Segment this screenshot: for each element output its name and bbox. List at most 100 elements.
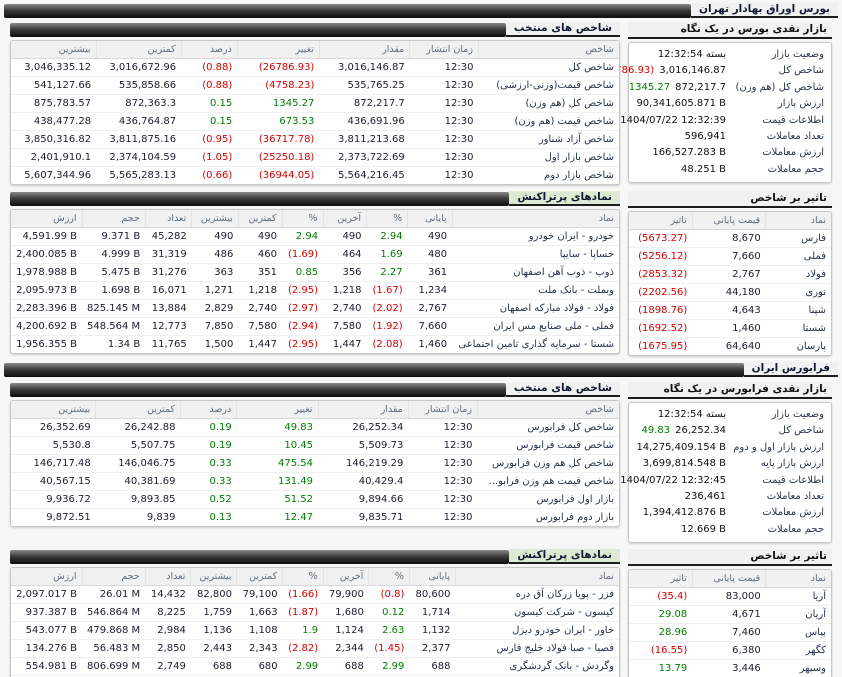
symbol-row[interactable]: فملی - ملی صنایع مس ایران 7,660 (1.92) 7… (11, 317, 619, 336)
farabourse-glance-header: بازار نقدی فرابورس در یک نگاه (628, 382, 832, 399)
impact-row[interactable]: فارس 8,670 (5673.27) (629, 230, 831, 248)
index-high: 146,717.48 (11, 454, 96, 473)
close-price: 80,600 (415, 589, 451, 601)
trade-volume: 9.371 B (101, 231, 141, 242)
symbol-row[interactable]: فولاد - فولاد مبارکه اصفهان 2,767 (2.02)… (11, 299, 619, 318)
symbol-row[interactable]: خساپا - سایپا 480 1.69 464 (1.69) 460 48… (11, 245, 619, 264)
impact-symbol: آریان (765, 605, 831, 624)
close-price: 2,767 (407, 299, 453, 318)
impact-row[interactable]: آریا 83,000 (35.4) (629, 588, 831, 606)
impact-row[interactable]: شستا 1,460 (1692.52) (629, 319, 831, 338)
column-header: کمترین (236, 568, 283, 587)
impact-row[interactable]: نوری 44,180 (2202.56) (629, 283, 831, 302)
close-price: 1,234 (407, 281, 453, 300)
column-header: % (366, 210, 408, 228)
index-row[interactable]: شاخص قیمت (هم وزن) 12:30 436,691.96 673.… (11, 112, 619, 131)
publish-time: 12:30 (408, 490, 478, 509)
symbol-row[interactable]: گدنا - تهیه توزیع غذای دنا آفرین فدک 4,9… (11, 675, 619, 677)
index-row[interactable]: شاخص بازار اول 12:30 2,373,722.69 (25250… (11, 148, 619, 167)
index-percent: 0.19 (180, 436, 237, 455)
glance-label: ارزش بازار (777, 98, 824, 110)
close-price: 1,132 (409, 621, 456, 640)
symbol-row[interactable]: خاور - ایران خودرو دیزل 1,132 2.63 1,124… (11, 621, 619, 640)
high-price: 1,271 (191, 281, 239, 300)
symbol-row[interactable]: ذوب - ذوب آهن اصفهان 361 2.27 356 0.85 3… (11, 263, 619, 282)
impact-value: (1898.76) (629, 301, 693, 320)
trade-volume: 479.868 M (82, 621, 146, 640)
trade-value: 937.387 B (11, 603, 82, 622)
glance-number: 1404/07/22 12:32:45 (620, 474, 726, 486)
symbol-name: شستا - سرمایه گذاری تامین اجتماعی (452, 335, 619, 353)
column-header: مقدار (317, 401, 409, 419)
glance-number: بسته 12:32:54 (657, 409, 726, 420)
symbol-row[interactable]: فزر - پویا زرکان آق دره 80,600 (0.8) 79,… (11, 586, 619, 604)
impact-price: 3,446 (692, 659, 766, 677)
impact-row[interactable]: فملی 7,660 (5256.12) (629, 247, 831, 266)
index-row[interactable]: شاخص بازار دوم 12:30 5,564,216.45 (36944… (11, 166, 619, 184)
glance-label: تعداد معاملات (766, 130, 824, 142)
symbol-row[interactable]: فصبا - صبا فولاد خلیج فارس 2,377 (1.45) … (11, 639, 619, 658)
trade-volume: 806.699 M (82, 657, 146, 676)
symbol-row[interactable]: شستا - سرمایه گذاری تامین اجتماعی 1,460 … (11, 335, 619, 353)
column-header: % (281, 210, 324, 228)
glance-change: 1345.27 (628, 81, 671, 93)
high-price: 1,500 (191, 335, 239, 353)
last-percent: (1.66) (288, 589, 319, 601)
index-change: 51.52 (236, 490, 319, 509)
index-row[interactable]: شاخص کل فرابورس 12:30 26,252.34 49.83 0.… (11, 419, 619, 437)
glance-row: ارزش بازار پایه 3,699,814.548 B (636, 456, 824, 472)
trade-value: 134.276 B (11, 639, 82, 658)
impact-row[interactable]: پارسان 64,640 (1675.95) (629, 337, 831, 355)
glance-change: (26786.93) (598, 65, 655, 77)
farabourse-impact-table: نماد قیمت پایانی تاثیر آریا 83,000 (35.4) … (628, 569, 832, 677)
index-name: شاخص قیمت (هم وزن) (478, 112, 619, 131)
index-row[interactable]: شاخص کل هم وزن فرابورس 12:30 146,219.29 … (11, 454, 619, 473)
high-price: 82,800 (196, 589, 232, 601)
bourse-active-bar: نمادهای پرتراکنش (10, 191, 620, 206)
index-percent: 0.15 (181, 112, 238, 131)
symbol-row[interactable]: کیسون - شرکت کیسون 1,714 0.12 1,680 (1.8… (11, 603, 619, 622)
index-row[interactable]: شاخص قیمت هم وزن فرابو... 12:30 40,429.4… (11, 472, 619, 491)
impact-row[interactable]: بپاس 7,460 28.96 (629, 623, 831, 642)
index-value: 9,894.66 (318, 490, 409, 509)
symbol-name: کیسون - شرکت کیسون (455, 603, 619, 622)
index-row[interactable]: شاخص آزاد شناور 12:30 3,811,213.68 (3671… (11, 130, 619, 149)
index-row[interactable]: بازار دوم فرابورس 12:30 9,835.71 12.47 0… (11, 508, 619, 526)
index-low: 872,363.3 (96, 94, 182, 113)
impact-row[interactable]: آریان 4,671 29.08 (629, 605, 831, 624)
column-header: تاثیر (629, 570, 693, 589)
index-row[interactable]: شاخص کل (هم وزن) 12:30 872,217.7 1345.27… (11, 94, 619, 113)
index-row[interactable]: بازار اول فرابورس 12:30 9,894.66 51.52 0… (11, 490, 619, 509)
index-row[interactable]: شاخص قیمت فرابورس 12:30 5,509.73 10.45 0… (11, 436, 619, 455)
index-high: 3,850,316.82 (11, 130, 97, 149)
index-name: شاخص قیمت فرابورس (477, 436, 619, 455)
symbol-name: فولاد - فولاد مبارکه اصفهان (452, 299, 619, 318)
trade-volume: 548.564 M (82, 317, 146, 336)
symbol-row[interactable]: وگردش - بانک گردشگری 688 2.99 688 2.99 6… (11, 657, 619, 676)
symbol-row[interactable]: خودرو - ایران خودرو 490 2.94 490 2.94 49… (11, 228, 619, 246)
index-row[interactable]: شاخص قیمت(وزنی-ارزشی) 12:30 535,765.25 (… (11, 76, 619, 95)
close-percent: (0.8) (380, 589, 405, 601)
column-header: زمان انتشار (409, 41, 479, 59)
bar-fill (10, 192, 510, 206)
bourse-active-title: نمادهای پرتراکنش (509, 191, 620, 206)
glance-row: ارزش بازار اول و دوم 14,275,409.154 B (636, 440, 824, 456)
impact-value: 28.96 (629, 623, 693, 642)
close-percent: 2.63 (368, 621, 410, 640)
impact-price: 7,460 (692, 623, 766, 642)
glance-row: ارزش بازار 90,341,605.871 B (636, 96, 824, 112)
index-low: 436,764.87 (96, 112, 182, 131)
close-price: 4,967 (409, 675, 456, 677)
index-row[interactable]: شاخص کل 12:30 3,016,146.87 (26786.93) (0… (11, 59, 619, 77)
index-percent: 0.13 (180, 508, 237, 526)
index-value: 436,691.96 (319, 112, 410, 131)
column-header: آخرین (322, 568, 369, 587)
impact-row[interactable]: وسپهر 3,446 13.79 (629, 659, 831, 677)
glance-number: 3,016,146.87 (659, 65, 726, 77)
impact-row[interactable]: شپنا 4,643 (1898.76) (629, 301, 831, 320)
bourse-indices-table: شاخص زمان انتشار مقدار تغییر درصد کمترین بیشتر… (10, 40, 620, 185)
impact-row[interactable]: فولاد 2,767 (2853.32) (629, 265, 831, 284)
impact-row[interactable]: کگهر 6,380 (16.55) (629, 641, 831, 660)
symbol-row[interactable]: وبملت - بانک ملت 1,234 (1.67) 1,218 (2.9… (11, 281, 619, 300)
glance-label: ارزش بازار اول و دوم (733, 441, 824, 453)
